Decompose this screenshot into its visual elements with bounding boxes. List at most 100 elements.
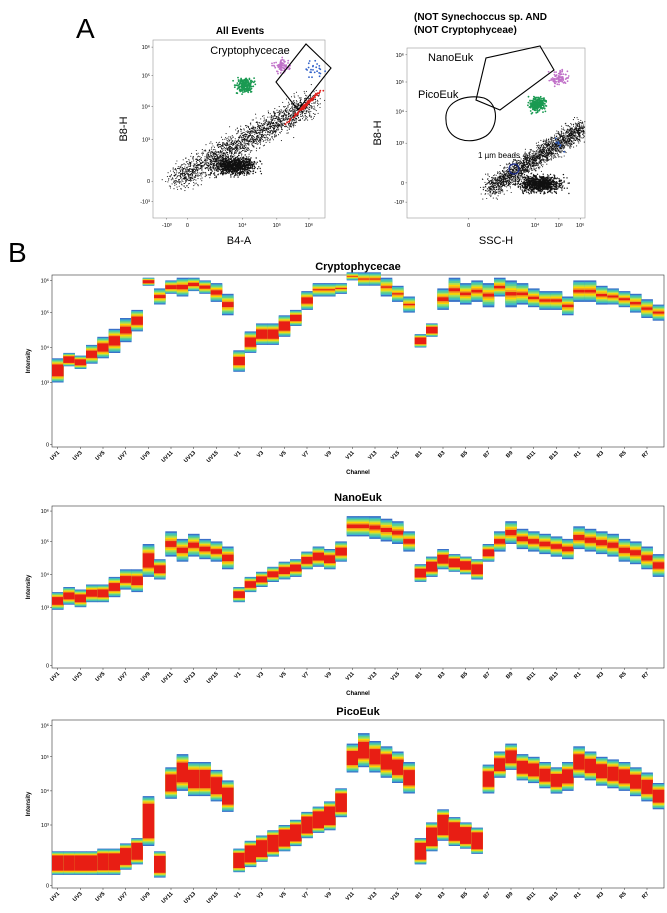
event-point	[219, 168, 221, 170]
event-point	[482, 189, 484, 191]
event-point	[299, 120, 301, 122]
event-point	[543, 151, 546, 154]
event-point	[183, 178, 185, 180]
event-point	[212, 153, 214, 156]
event-point	[205, 161, 207, 163]
event-point	[229, 163, 232, 165]
event-point	[224, 171, 226, 174]
event-point	[230, 150, 232, 152]
event-point	[182, 159, 184, 161]
event-point	[251, 142, 253, 144]
event-point	[174, 183, 176, 185]
event-point	[172, 178, 174, 180]
event-point	[169, 176, 171, 178]
event-point	[282, 110, 284, 112]
event-point	[496, 182, 498, 184]
event-point	[197, 178, 199, 180]
event-point	[274, 113, 276, 115]
event-point	[174, 172, 176, 174]
event-point	[306, 116, 308, 118]
population-point	[250, 79, 252, 82]
event-point	[215, 170, 217, 172]
event-point	[285, 115, 287, 117]
event-point	[184, 190, 186, 192]
population-point	[283, 60, 285, 63]
x-tick-label: 10⁶	[305, 222, 313, 229]
event-point	[550, 159, 552, 161]
event-point	[239, 152, 241, 154]
event-point	[314, 101, 316, 104]
event-point	[223, 157, 225, 159]
population-point	[311, 76, 313, 79]
event-point	[199, 175, 201, 177]
event-point	[180, 174, 182, 176]
event-point	[484, 181, 486, 183]
event-point	[278, 125, 280, 127]
event-point	[218, 153, 220, 155]
event-point	[231, 135, 233, 137]
event-point	[207, 152, 209, 154]
event-point	[194, 171, 196, 173]
event-point	[490, 194, 492, 196]
event-point	[230, 136, 232, 138]
event-point	[291, 103, 293, 105]
event-point	[314, 113, 316, 115]
event-point	[248, 140, 251, 142]
event-point	[213, 146, 216, 148]
event-point	[250, 157, 252, 159]
event-point	[271, 118, 273, 120]
event-point	[550, 136, 552, 138]
event-point	[259, 141, 261, 143]
event-point	[269, 127, 271, 130]
event-point	[210, 172, 212, 174]
event-point	[258, 139, 260, 141]
event-point	[190, 168, 192, 170]
event-point	[215, 141, 217, 143]
event-point	[256, 141, 258, 143]
event-point	[283, 106, 286, 108]
event-point	[275, 122, 277, 125]
event-point	[202, 165, 204, 167]
event-point	[181, 168, 183, 170]
event-point	[550, 145, 552, 147]
event-point	[280, 125, 282, 127]
event-point	[527, 171, 529, 173]
population-point	[250, 91, 252, 93]
event-point	[263, 144, 266, 146]
event-point	[282, 115, 284, 117]
event-point	[240, 158, 243, 161]
event-point	[189, 170, 192, 173]
event-point	[552, 155, 554, 157]
event-point	[217, 153, 219, 155]
event-point	[228, 136, 230, 138]
event-point	[191, 178, 193, 180]
event-point	[236, 150, 238, 152]
event-point	[233, 142, 235, 145]
event-point	[252, 132, 254, 134]
event-point	[292, 115, 294, 117]
event-point	[225, 158, 227, 161]
event-point	[282, 120, 284, 122]
event-point	[523, 155, 525, 157]
event-point	[295, 102, 297, 104]
event-point	[256, 161, 258, 163]
event-point	[276, 124, 278, 126]
event-point	[282, 122, 284, 124]
event-point	[231, 171, 233, 173]
event-point	[214, 158, 216, 160]
event-point	[201, 177, 203, 179]
event-point	[222, 154, 224, 156]
event-point	[229, 139, 231, 141]
event-point	[291, 105, 293, 107]
event-point	[217, 160, 219, 162]
event-point	[235, 171, 237, 173]
y-tick-label: 10⁴	[142, 103, 151, 110]
x-tick-label: 0	[186, 223, 189, 229]
event-point	[240, 136, 243, 138]
event-point	[315, 100, 317, 102]
event-point	[249, 140, 251, 142]
event-point	[225, 147, 227, 150]
event-point	[533, 152, 535, 154]
event-point	[273, 127, 275, 129]
